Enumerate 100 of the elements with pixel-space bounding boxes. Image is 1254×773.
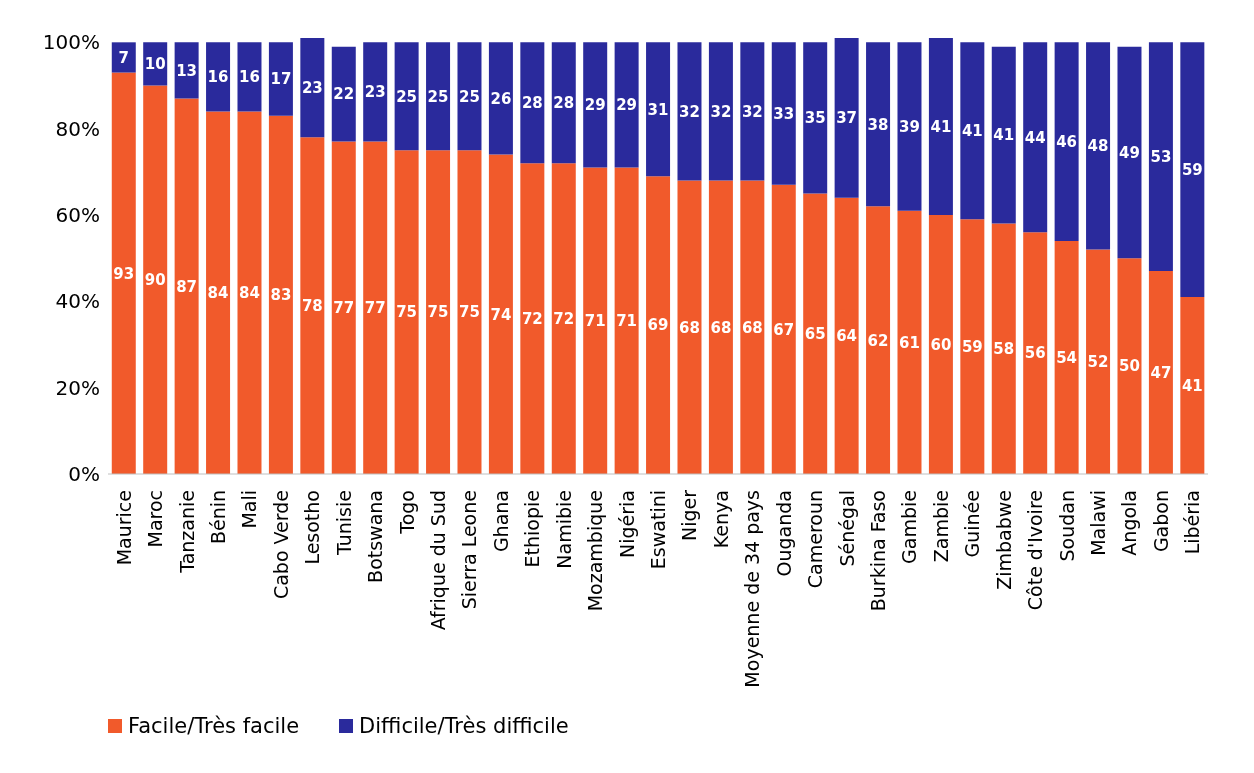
x-tick-label: Ethiopie xyxy=(521,490,544,568)
bar xyxy=(803,42,828,194)
data-label: 58 xyxy=(993,340,1015,359)
data-label: 32 xyxy=(710,102,732,121)
x-tick-label: Maroc xyxy=(144,490,167,548)
bar xyxy=(457,150,482,474)
data-label: 38 xyxy=(867,115,889,134)
x-tick-label: Soudan xyxy=(1055,490,1078,562)
bar xyxy=(268,115,293,474)
bar xyxy=(897,42,922,211)
x-tick-label: Angola xyxy=(1118,490,1141,556)
bar xyxy=(551,42,576,164)
data-label: 77 xyxy=(364,299,386,318)
bar xyxy=(646,42,671,177)
data-label: 48 xyxy=(1087,137,1109,156)
data-label: 69 xyxy=(647,316,669,335)
bar xyxy=(488,154,513,474)
bar xyxy=(520,163,545,474)
data-label: 47 xyxy=(1150,363,1172,382)
bar xyxy=(583,167,608,474)
bar xyxy=(143,85,168,474)
bar xyxy=(1180,42,1205,298)
bar xyxy=(708,42,733,181)
x-tick-label: Gabon xyxy=(1149,490,1172,553)
data-label: 75 xyxy=(396,303,418,322)
x-tick-label: Kenya xyxy=(709,490,732,549)
legend-label: Facile/Très facile xyxy=(128,714,300,738)
bar xyxy=(1086,42,1111,250)
bar xyxy=(1117,46,1142,259)
bar xyxy=(551,163,576,474)
data-label: 64 xyxy=(836,327,858,346)
data-label: 67 xyxy=(773,320,795,339)
bar xyxy=(708,180,733,474)
data-label: 39 xyxy=(899,117,920,136)
data-label: 23 xyxy=(301,78,323,97)
x-tick-label: Nigéria xyxy=(615,490,638,558)
data-label: 59 xyxy=(1181,160,1203,179)
data-label: 10 xyxy=(144,55,166,74)
x-tick-label: Cabo Verde xyxy=(269,490,292,600)
bar xyxy=(488,42,513,155)
data-label: 41 xyxy=(930,117,952,136)
legend-label: Difficile/Très difficile xyxy=(359,714,569,738)
data-label: 50 xyxy=(1119,357,1140,376)
data-label: 90 xyxy=(144,271,166,290)
data-label: 77 xyxy=(333,299,355,318)
data-label: 26 xyxy=(490,89,512,108)
x-tick-label: Moyenne de 34 pays xyxy=(741,490,764,688)
y-tick-label: 100% xyxy=(42,30,100,55)
bar xyxy=(646,176,671,474)
bar xyxy=(394,150,419,474)
bar xyxy=(206,111,231,474)
data-label: 60 xyxy=(930,335,952,354)
bar xyxy=(834,197,859,474)
x-tick-label: Bénin xyxy=(207,490,229,545)
data-label: 71 xyxy=(584,312,606,331)
bar xyxy=(991,223,1016,474)
x-tick-label: Zambie xyxy=(929,490,952,563)
bar xyxy=(677,180,702,474)
y-tick-label: 20% xyxy=(55,375,100,400)
bar xyxy=(237,111,262,474)
data-label: 31 xyxy=(647,100,669,119)
data-label: 13 xyxy=(176,61,198,80)
x-tick-label: Zimbabwe xyxy=(992,490,1015,590)
x-tick-label: Botswana xyxy=(364,490,387,583)
bar xyxy=(928,38,953,215)
bar xyxy=(1023,42,1048,233)
bar xyxy=(1054,240,1079,474)
x-tick-label: Gambie xyxy=(898,490,921,564)
data-label: 75 xyxy=(459,303,480,322)
data-label: 68 xyxy=(710,318,732,337)
data-label: 87 xyxy=(176,277,198,296)
data-label: 84 xyxy=(239,284,260,303)
bar xyxy=(331,141,356,474)
bar xyxy=(803,193,828,474)
bar xyxy=(928,214,953,474)
data-label: 72 xyxy=(521,309,543,328)
data-label: 28 xyxy=(521,94,543,113)
data-label: 41 xyxy=(961,122,983,141)
x-tick-label: Mozambique xyxy=(584,490,607,612)
bar xyxy=(614,167,639,474)
data-label: 16 xyxy=(207,68,229,87)
bar xyxy=(426,42,451,151)
x-tick-label: Ghana xyxy=(489,490,512,553)
bar xyxy=(300,38,325,138)
bar xyxy=(457,42,482,151)
data-label: 25 xyxy=(396,87,418,106)
data-label: 33 xyxy=(773,104,795,123)
data-label: 44 xyxy=(1024,128,1046,147)
bar xyxy=(960,219,985,474)
bar xyxy=(771,42,796,185)
x-tick-label: Cameroun xyxy=(804,490,827,589)
data-label: 61 xyxy=(899,333,920,352)
x-tick-label: Tunisie xyxy=(332,490,355,556)
data-label: 83 xyxy=(270,286,292,305)
bar xyxy=(866,206,891,474)
x-tick-label: Maurice xyxy=(112,490,135,566)
x-tick-label: Namibie xyxy=(552,490,575,569)
x-tick-label: Malawi xyxy=(1087,490,1109,556)
bar xyxy=(363,42,388,142)
y-tick-label: 80% xyxy=(55,116,100,141)
